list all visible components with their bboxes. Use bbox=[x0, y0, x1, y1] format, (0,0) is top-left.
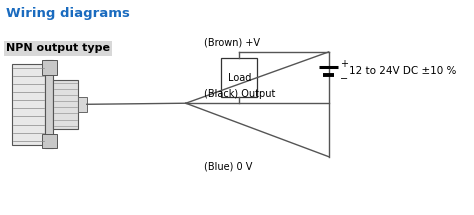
Bar bbox=[78, 97, 87, 112]
Bar bbox=[12, 64, 46, 145]
Text: (Black) Output: (Black) Output bbox=[204, 89, 275, 99]
Text: +: + bbox=[340, 59, 348, 69]
Text: NPN output type: NPN output type bbox=[6, 43, 110, 53]
Bar bbox=[54, 80, 78, 129]
Bar bbox=[221, 58, 257, 97]
Text: 12 to 24V DC ±10 %: 12 to 24V DC ±10 % bbox=[348, 66, 456, 76]
Text: −: − bbox=[340, 74, 348, 84]
Bar bbox=[42, 60, 57, 75]
Bar bbox=[42, 134, 57, 148]
Text: (Brown) +V: (Brown) +V bbox=[204, 38, 260, 48]
Text: Wiring diagrams: Wiring diagrams bbox=[6, 7, 130, 20]
Text: (Blue) 0 V: (Blue) 0 V bbox=[204, 162, 252, 172]
Text: Load: Load bbox=[228, 73, 251, 83]
Bar bbox=[46, 60, 54, 148]
